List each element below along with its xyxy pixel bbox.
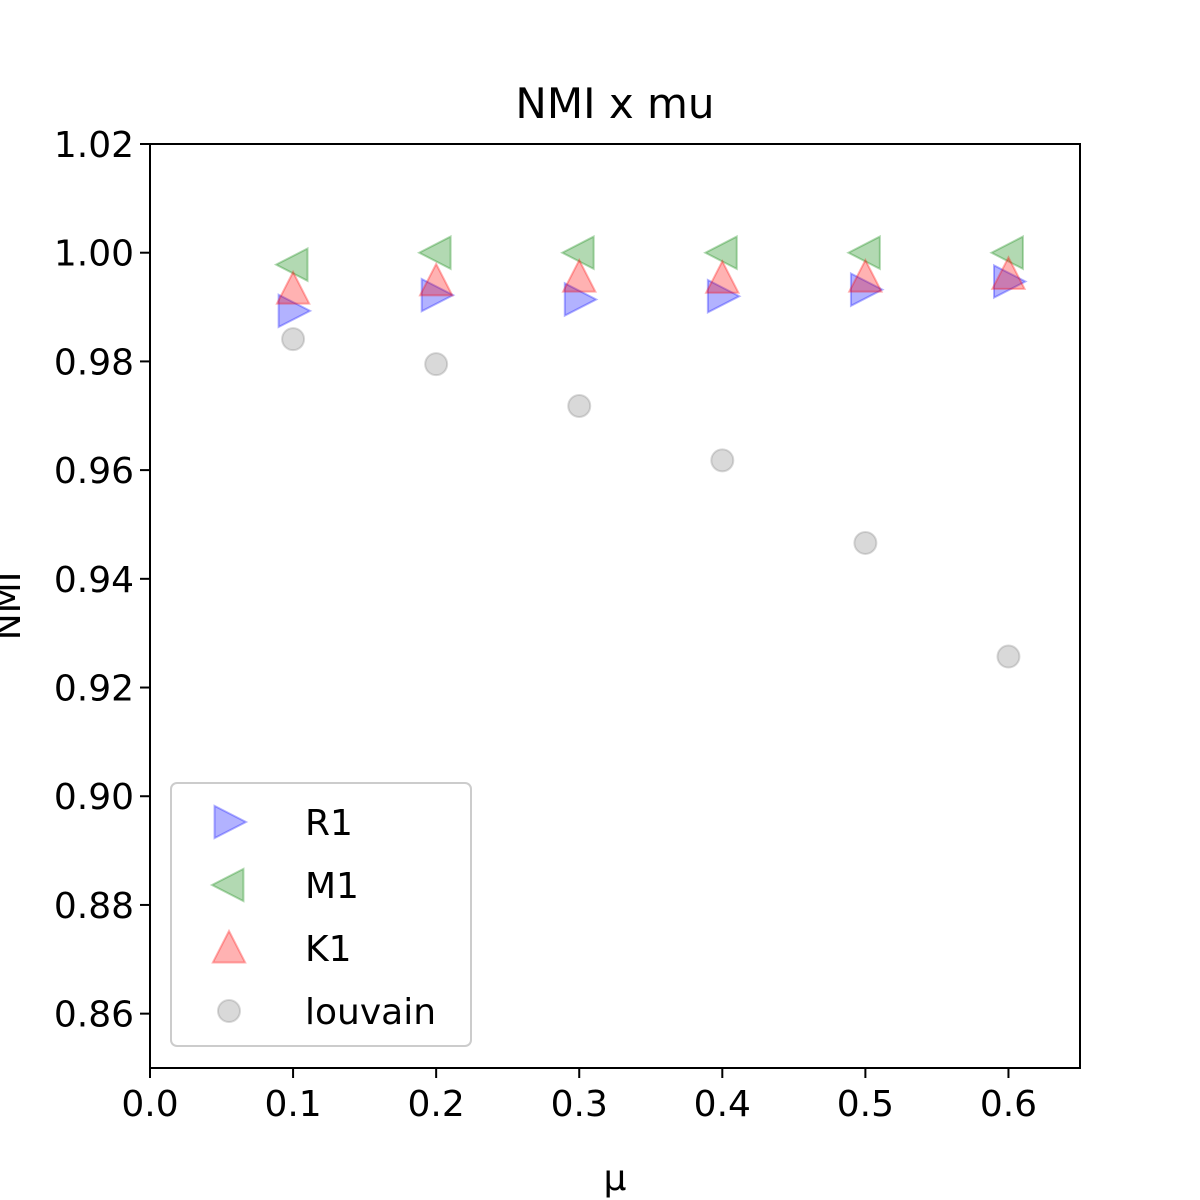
y-tick-label: 0.92	[54, 669, 134, 710]
data-point-louvain	[424, 352, 449, 377]
y-tick-label: 1.00	[54, 234, 134, 275]
x-axis-ticks: 0.0 0.1 0.2 0.3 0.4 0.5 0.6	[121, 1068, 1037, 1125]
series-r1	[277, 263, 1028, 329]
data-point-k1	[704, 259, 741, 294]
x-tick-label: 0.0	[121, 1084, 178, 1125]
legend-box	[170, 782, 472, 1047]
legend: R1 M1 K1 louvain	[170, 782, 472, 1047]
y-tick-label: 0.88	[54, 886, 134, 927]
y-tick-label: 0.90	[54, 777, 134, 818]
x-tick-label: 0.4	[694, 1084, 751, 1125]
data-point-k1	[990, 255, 1027, 290]
data-point-louvain	[853, 530, 878, 555]
y-tick-label: 0.98	[54, 342, 134, 383]
legend-label-m1: M1	[305, 866, 359, 907]
data-point-louvain	[567, 393, 592, 418]
data-point-m1	[846, 234, 881, 271]
data-point-m1	[273, 246, 309, 283]
data-point-louvain	[710, 448, 735, 473]
legend-label-r1: R1	[305, 803, 353, 844]
data-markers	[273, 234, 1028, 669]
legend-label-louvain: louvain	[305, 992, 436, 1033]
legend-label-k1: K1	[305, 929, 352, 970]
data-point-louvain	[281, 327, 306, 352]
series-louvain	[281, 327, 1021, 669]
y-axis-ticks: 0.86 0.88 0.90 0.92 0.94 0.96 0.98 1.00 1.02	[54, 125, 150, 1036]
data-point-k1	[418, 261, 454, 297]
x-tick-label: 0.3	[551, 1084, 608, 1125]
data-point-r1	[706, 278, 742, 314]
x-axis-label: μ	[604, 1158, 627, 1199]
data-point-m1	[703, 234, 738, 271]
data-point-r1	[993, 263, 1028, 300]
x-tick-label: 0.1	[264, 1084, 321, 1125]
data-point-k1	[847, 257, 884, 293]
data-point-m1	[989, 234, 1024, 271]
data-point-r1	[563, 281, 599, 318]
y-tick-label: 1.02	[54, 125, 134, 166]
x-tick-label: 0.5	[837, 1084, 894, 1125]
y-tick-label: 0.86	[54, 995, 134, 1036]
data-point-louvain	[996, 644, 1021, 669]
legend-marker-k1	[211, 928, 247, 964]
data-point-k1	[561, 257, 598, 293]
y-axis-label: NMI	[0, 572, 29, 641]
legend-marker-louvain	[217, 999, 241, 1023]
x-tick-label: 0.2	[408, 1084, 465, 1125]
data-point-r1	[277, 293, 313, 329]
chart-title: NMI x mu	[515, 79, 714, 128]
series-m1	[273, 234, 1024, 283]
x-tick-label: 0.6	[980, 1084, 1037, 1125]
y-tick-label: 0.94	[54, 560, 134, 601]
data-point-m1	[560, 234, 595, 271]
y-tick-label: 0.96	[54, 451, 134, 492]
data-point-k1	[275, 269, 311, 305]
plot-frame	[149, 143, 1081, 1069]
series-k1	[275, 255, 1027, 305]
legend-marker-m1	[209, 867, 245, 903]
data-point-r1	[849, 271, 885, 308]
data-point-m1	[416, 234, 452, 271]
data-point-r1	[420, 277, 456, 313]
legend-marker-r1	[213, 804, 249, 840]
